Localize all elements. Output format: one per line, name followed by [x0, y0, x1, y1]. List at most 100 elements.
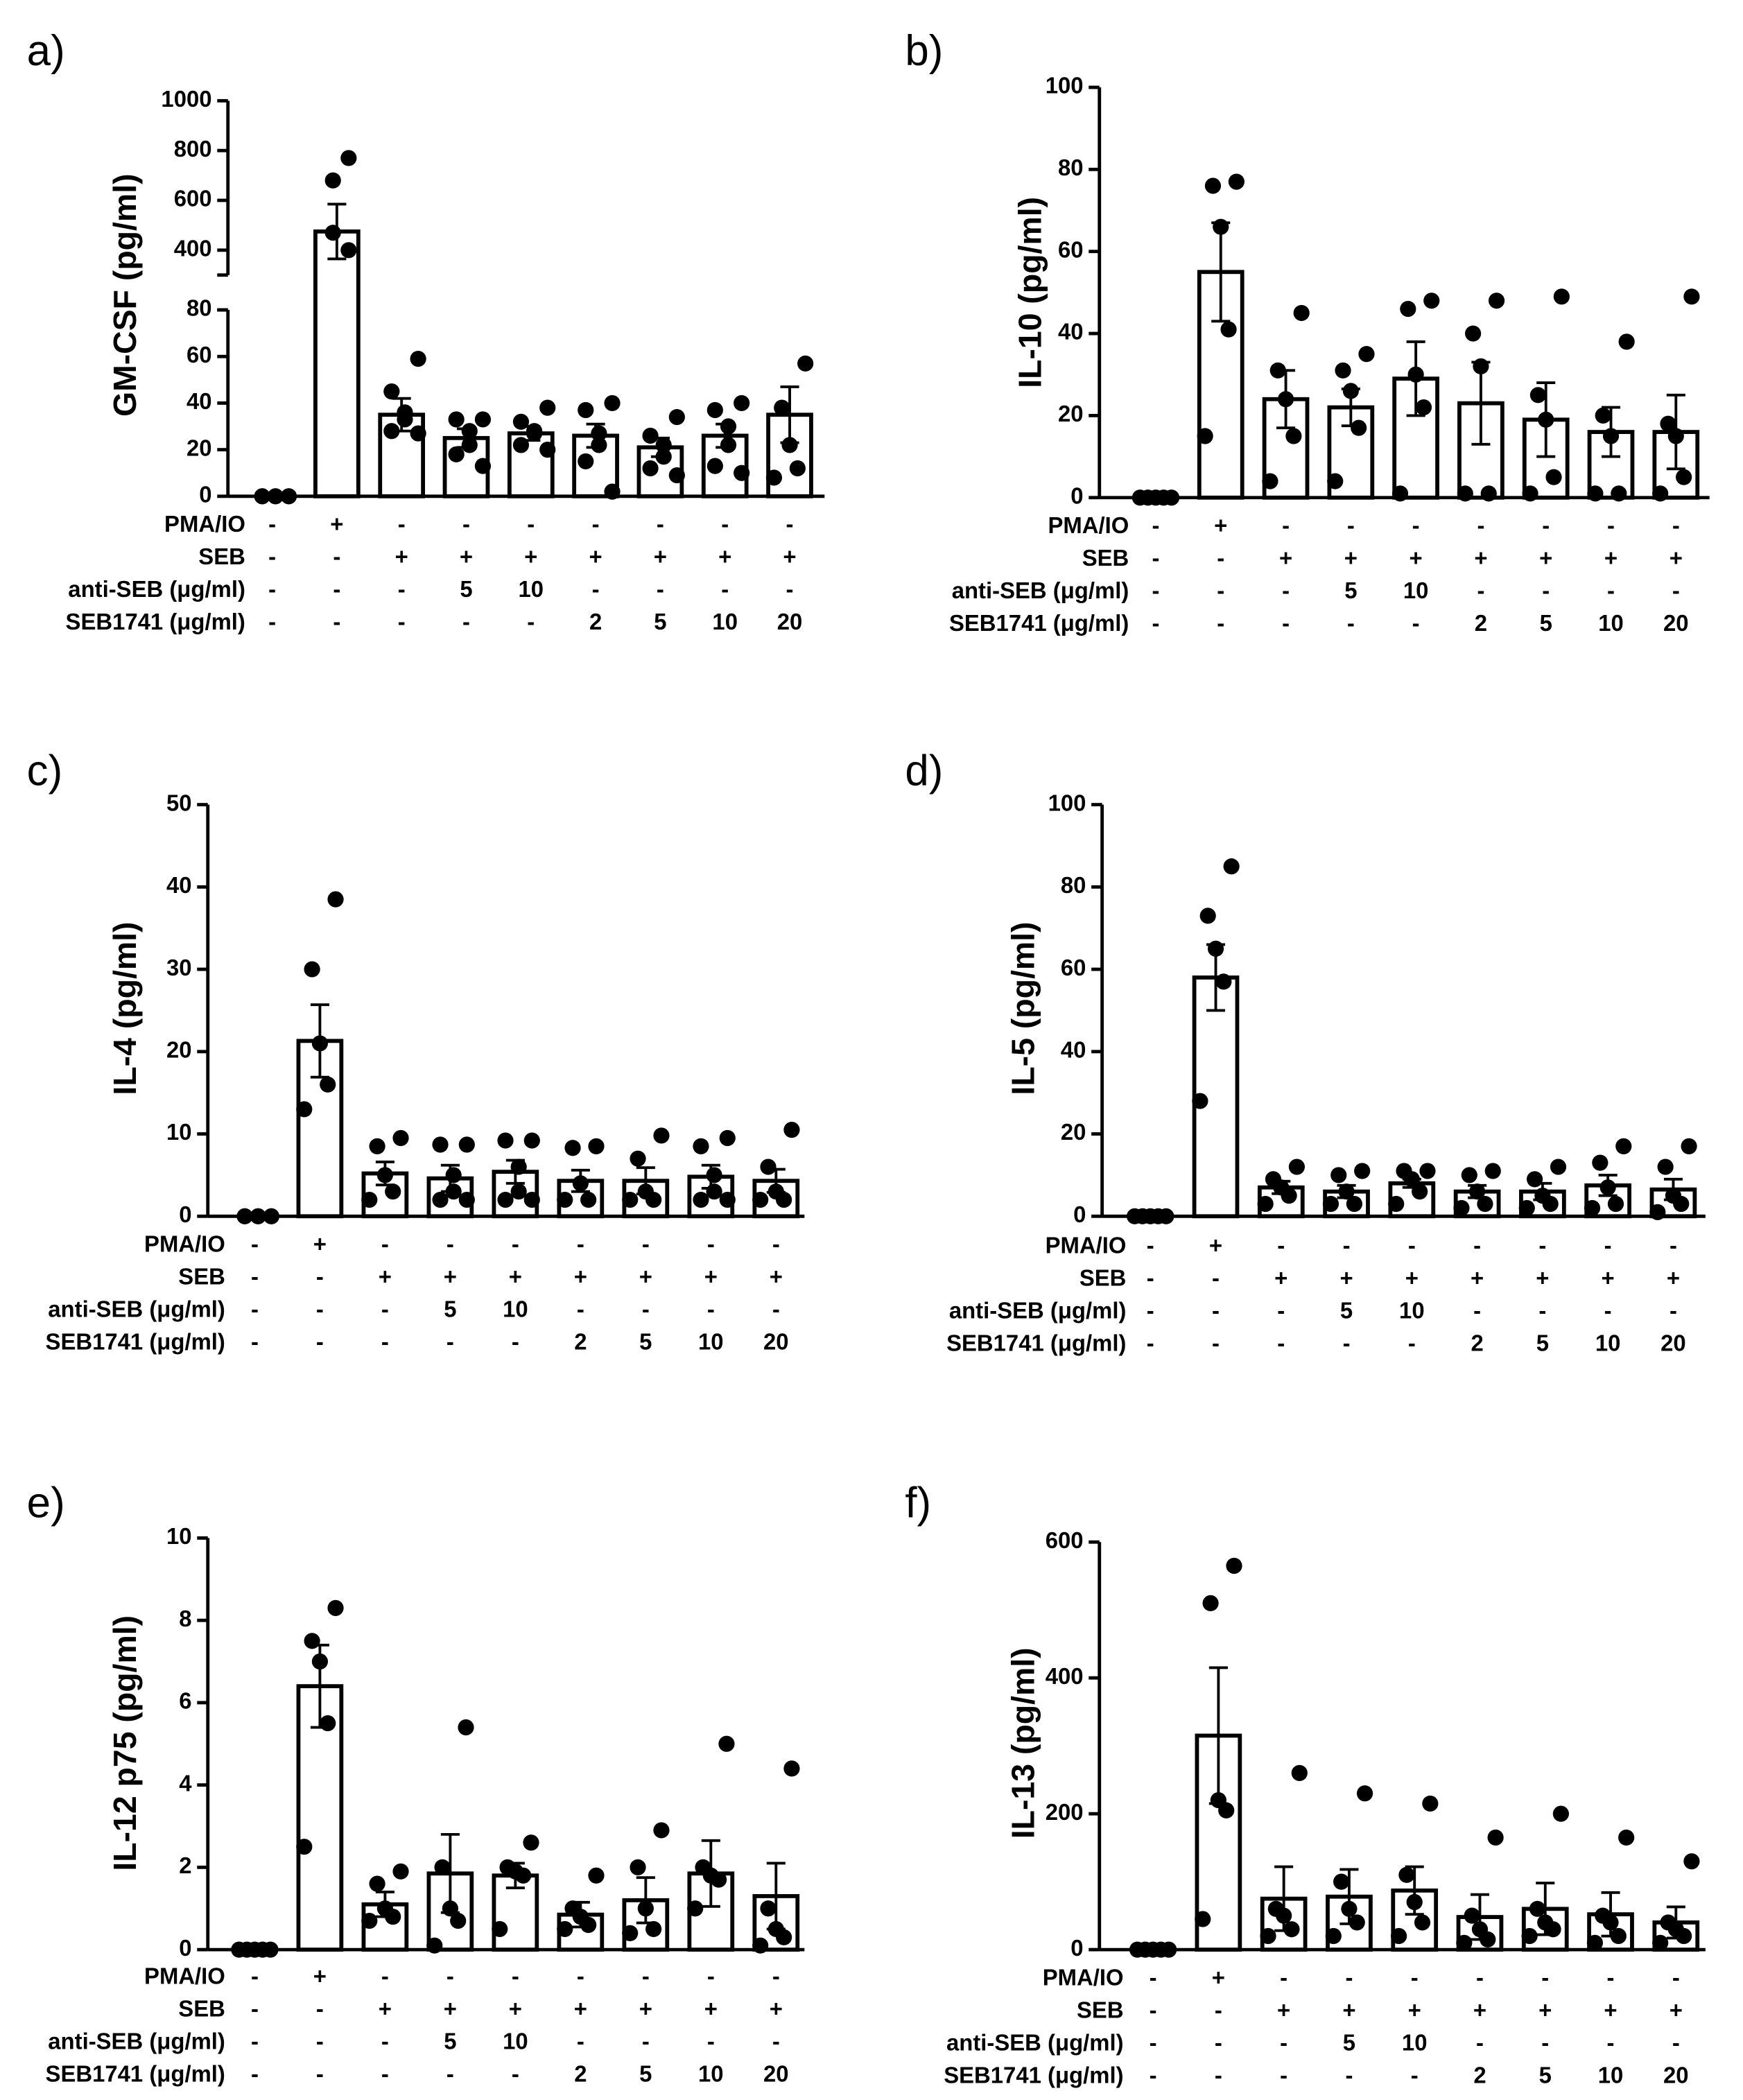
data-point [1283, 1921, 1300, 1938]
condition-value: - [446, 1329, 454, 1355]
data-point [492, 1920, 508, 1938]
data-point [369, 1875, 385, 1892]
condition-value: - [1538, 1297, 1546, 1323]
condition-value: - [721, 511, 729, 537]
data-point [1195, 1911, 1211, 1927]
condition-value: - [251, 1995, 259, 2021]
data-point [564, 1140, 581, 1156]
data-point [458, 1719, 474, 1736]
y-tick-label: 0 [179, 1935, 191, 1961]
condition-value: + [639, 1995, 652, 2021]
data-point [655, 449, 672, 465]
condition-value: 10 [503, 1296, 528, 1322]
condition-value: - [1150, 2062, 1157, 2088]
condition-value: - [512, 1963, 519, 1988]
data-point [392, 1129, 409, 1147]
condition-value: 5 [654, 609, 666, 634]
condition-value: 2 [574, 2060, 587, 2086]
condition-value: + [1471, 1265, 1484, 1290]
condition-label: anti-SEB (μg/ml) [48, 1296, 225, 1322]
data-point [369, 1138, 385, 1154]
condition-value: - [1672, 578, 1680, 603]
condition-value: - [1152, 512, 1159, 538]
data-point [1338, 1183, 1355, 1200]
data-point [622, 1191, 639, 1208]
data-point [324, 225, 341, 241]
data-point [461, 423, 478, 440]
data-point [254, 1941, 271, 1958]
condition-value: 5 [639, 2060, 652, 2086]
data-point [448, 446, 465, 462]
y-tick-label: 30 [166, 955, 192, 980]
data-point [320, 1715, 336, 1732]
data-point [539, 442, 556, 458]
condition-value: - [251, 1963, 259, 1988]
data-point [383, 383, 400, 400]
data-point [604, 394, 621, 412]
bar [313, 229, 361, 498]
y-tick-label: 10 [166, 1523, 192, 1549]
condition-value: + [1473, 1997, 1486, 2022]
data-point [1281, 1188, 1297, 1204]
data-point [1269, 362, 1286, 379]
condition-value: - [398, 609, 406, 634]
condition-value: 5 [1539, 2062, 1552, 2088]
condition-value: - [577, 2028, 584, 2054]
data-point [296, 1839, 313, 1855]
data-point [752, 1937, 769, 1954]
condition-value: - [642, 1296, 650, 1322]
data-point [1529, 1900, 1546, 1917]
condition-value: 10 [1598, 610, 1624, 636]
condition-value: - [1411, 2062, 1419, 2088]
condition-value: + [1604, 545, 1618, 571]
condition-value: + [509, 1264, 522, 1290]
data-point [637, 1900, 654, 1917]
data-point [410, 350, 426, 367]
condition-value: - [786, 576, 794, 602]
condition-value: - [1280, 1964, 1287, 1990]
y-axis-label: GM-CSF (pg/ml) [107, 173, 143, 417]
condition-value: 5 [1540, 610, 1552, 636]
data-point [687, 1900, 704, 1917]
condition-label: PMA/IO [164, 511, 245, 537]
condition-value: - [592, 576, 600, 602]
condition-value: - [707, 2028, 715, 2054]
data-point [1611, 485, 1627, 502]
data-point [1681, 1138, 1697, 1154]
data-point [340, 150, 357, 166]
condition-value: + [1214, 512, 1227, 538]
condition-value: - [381, 1231, 389, 1257]
condition-value: + [1538, 1997, 1552, 2022]
data-point [1358, 346, 1375, 363]
condition-value: - [512, 2060, 519, 2086]
condition-value: 2 [1475, 610, 1487, 636]
panel-label: c) [27, 747, 63, 795]
data-point [1349, 1914, 1365, 1931]
condition-label: SEB [1082, 545, 1129, 571]
data-point [1538, 411, 1554, 428]
data-point [1469, 1183, 1486, 1200]
condition-value: - [1347, 610, 1355, 636]
condition-value: - [1212, 1297, 1220, 1323]
condition-value: - [512, 1329, 519, 1355]
data-point [1388, 1195, 1405, 1213]
data-point [588, 1138, 605, 1154]
data-point [1480, 485, 1497, 502]
data-point [719, 1129, 736, 1147]
condition-value: + [1539, 545, 1552, 571]
condition-value: - [1212, 1330, 1220, 1355]
condition-value: - [1217, 610, 1224, 636]
condition-value: + [574, 1995, 587, 2021]
data-point [1602, 1914, 1619, 1931]
condition-value: + [313, 1231, 327, 1257]
data-point [445, 1167, 462, 1183]
data-point [789, 460, 806, 477]
data-point [718, 1735, 735, 1752]
data-point [1223, 858, 1240, 875]
data-point [781, 437, 798, 453]
condition-value: - [772, 2028, 780, 2054]
condition-value: - [1408, 1232, 1416, 1258]
condition-label: SEB [178, 1995, 225, 2021]
condition-value: - [333, 576, 340, 602]
